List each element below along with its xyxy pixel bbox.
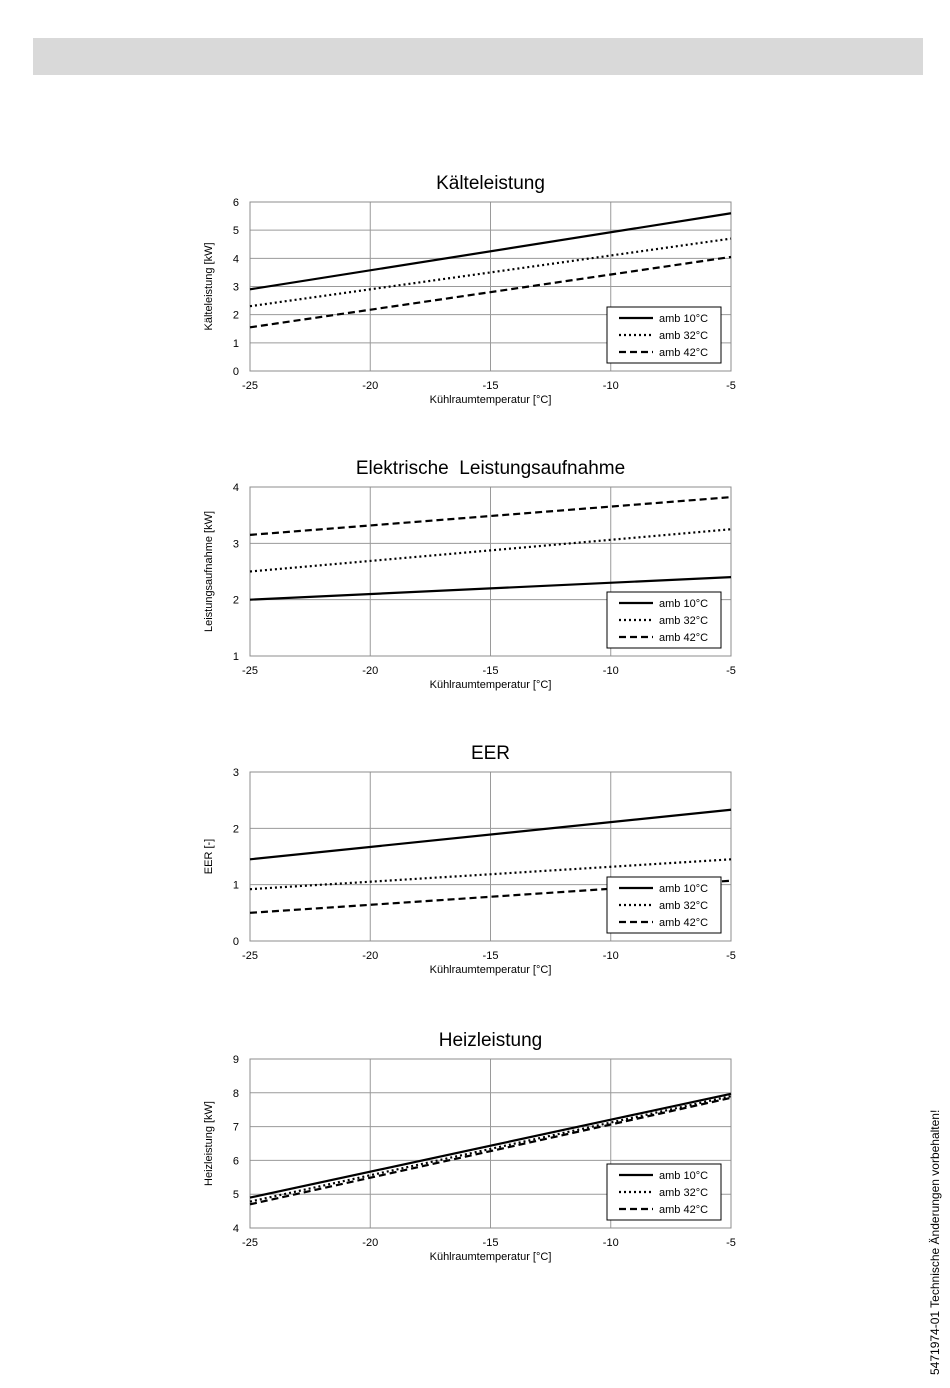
x-tick-label: -25 <box>242 950 258 962</box>
y-tick-label: 3 <box>233 538 239 550</box>
x-tick-label: -25 <box>242 380 258 392</box>
y-axis-label: Heizleistung [kW] <box>203 1101 215 1186</box>
x-tick-label: -20 <box>362 665 378 677</box>
series-line <box>249 1092 732 1199</box>
y-tick-label: 1 <box>233 651 239 663</box>
y-tick-label: 3 <box>233 767 239 779</box>
legend-label: amb 10°C <box>659 313 708 325</box>
y-tick-label: 2 <box>233 823 239 835</box>
chart-title: Kälteleistung <box>436 173 545 194</box>
y-tick-label: 0 <box>233 936 239 948</box>
x-tick-label: -5 <box>726 1237 736 1249</box>
y-tick-label: 9 <box>233 1054 239 1066</box>
y-axis-label: Leistungsaufnahme [kW] <box>203 511 215 632</box>
y-tick-label: 1 <box>233 880 239 892</box>
legend-label: amb 32°C <box>659 330 708 342</box>
y-axis-label: Kälteleistung [kW] <box>203 242 215 330</box>
y-tick-label: 5 <box>233 225 239 237</box>
x-tick-label: -15 <box>483 950 499 962</box>
x-tick-label: -25 <box>242 1237 258 1249</box>
series-line <box>249 1095 732 1203</box>
y-tick-label: 2 <box>233 595 239 607</box>
y-tick-label: 4 <box>233 253 239 265</box>
x-axis-label: Kühlraumtemperatur [°C] <box>430 394 552 406</box>
legend-label: amb 42°C <box>659 347 708 359</box>
y-tick-label: 6 <box>233 197 239 209</box>
x-tick-label: -5 <box>726 665 736 677</box>
chart-title: Heizleistung <box>439 1030 543 1051</box>
legend-label: amb 42°C <box>659 917 708 929</box>
plot-area <box>249 201 732 372</box>
chart-heizleistung: Heizleistung -25 -20 -15 -10 -5 4 5 6 7 8 9 Kühlraum… <box>203 1030 736 1263</box>
y-tick-label: 0 <box>233 366 239 378</box>
series-line <box>249 212 732 291</box>
x-axis-label: Kühlraumtemperatur [°C] <box>430 964 552 976</box>
y-tick-label: 3 <box>233 282 239 294</box>
legend-label: amb 32°C <box>659 900 708 912</box>
x-tick-label: -20 <box>362 380 378 392</box>
x-tick-label: -10 <box>603 665 619 677</box>
plot-area <box>249 771 732 942</box>
chart-elektrische-leistungsaufnahme: Elektrische Leistungsaufnahme -25 -20 -15 -1… <box>203 458 736 691</box>
series-line <box>249 255 732 329</box>
x-tick-label: -20 <box>362 950 378 962</box>
x-tick-label: -5 <box>726 950 736 962</box>
x-tick-label: -10 <box>603 380 619 392</box>
header-bar <box>33 38 923 75</box>
y-tick-label: 8 <box>233 1088 239 1100</box>
chart-title: Elektrische Leistungsaufnahme <box>356 458 625 479</box>
chart-eer: EER -25 -20 -15 -10 -5 0 1 2 3 Kühlraumtemperatur … <box>203 743 736 976</box>
x-axis-label: Kühlraumtemperatur [°C] <box>430 1251 552 1263</box>
x-tick-label: -10 <box>603 1237 619 1249</box>
y-tick-label: 4 <box>233 1223 239 1235</box>
legend-label: amb 32°C <box>659 1187 708 1199</box>
x-tick-label: -15 <box>483 380 499 392</box>
plot-area <box>249 1058 732 1229</box>
y-tick-label: 1 <box>233 338 239 350</box>
chart-kaelteleistung: Kälteleistung -25 -20 -15 -10 -5 0 1 2 3 4 5 6 Kühlra… <box>203 173 736 406</box>
y-axis-label: EER [-] <box>203 839 215 874</box>
legend-label: amb 10°C <box>659 1170 708 1182</box>
x-axis-label: Kühlraumtemperatur [°C] <box>430 679 552 691</box>
series-line <box>249 808 732 861</box>
chart-title: EER <box>471 743 510 764</box>
series-line <box>249 237 732 308</box>
y-tick-label: 4 <box>233 482 239 494</box>
series-line <box>249 528 732 573</box>
legend-label: amb 42°C <box>659 1204 708 1216</box>
legend-label: amb 32°C <box>659 615 708 627</box>
x-tick-label: -10 <box>603 950 619 962</box>
legend-label: amb 10°C <box>659 598 708 610</box>
x-tick-label: -15 <box>483 665 499 677</box>
y-tick-label: 7 <box>233 1122 239 1134</box>
y-tick-label: 6 <box>233 1155 239 1167</box>
side-note: 5471974-01 Technische Änderungen vorbeha… <box>928 1109 942 1375</box>
y-tick-label: 5 <box>233 1189 239 1201</box>
series-line <box>249 576 732 601</box>
y-tick-label: 2 <box>233 310 239 322</box>
x-tick-label: -25 <box>242 665 258 677</box>
legend-label: amb 42°C <box>659 632 708 644</box>
series-line <box>249 1096 732 1206</box>
x-tick-label: -20 <box>362 1237 378 1249</box>
x-tick-label: -15 <box>483 1237 499 1249</box>
series-line <box>249 858 732 891</box>
series-line <box>249 496 732 536</box>
x-tick-label: -5 <box>726 380 736 392</box>
legend-label: amb 10°C <box>659 883 708 895</box>
